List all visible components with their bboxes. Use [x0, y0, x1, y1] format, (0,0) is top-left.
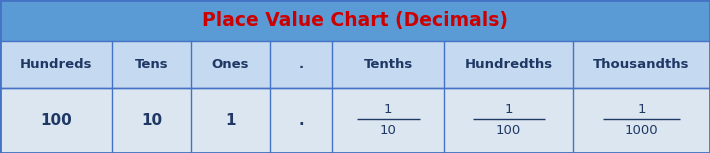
Bar: [444, 41, 573, 88]
Text: .: .: [298, 113, 304, 128]
Text: 100: 100: [40, 113, 72, 128]
Bar: [191, 41, 270, 88]
Text: 1: 1: [225, 113, 236, 128]
Bar: [573, 88, 710, 153]
Bar: [112, 88, 191, 153]
Bar: [0, 41, 112, 88]
Bar: [444, 88, 573, 153]
Text: Hundreds: Hundreds: [20, 58, 92, 71]
Text: 1: 1: [384, 103, 393, 116]
Text: Hundredths: Hundredths: [464, 58, 552, 71]
Text: Place Value Chart (Decimals): Place Value Chart (Decimals): [202, 11, 508, 30]
Bar: [270, 88, 332, 153]
Bar: [332, 88, 444, 153]
Text: Thousandths: Thousandths: [594, 58, 689, 71]
Text: 1: 1: [504, 103, 513, 116]
Text: .: .: [298, 58, 304, 71]
Bar: [191, 88, 270, 153]
Bar: [332, 41, 444, 88]
Text: 100: 100: [496, 124, 521, 137]
Text: Tens: Tens: [135, 58, 168, 71]
Bar: [0, 0, 710, 41]
Bar: [573, 41, 710, 88]
Text: Ones: Ones: [212, 58, 249, 71]
Text: 10: 10: [380, 124, 397, 137]
Text: 1000: 1000: [625, 124, 658, 137]
Text: Tenths: Tenths: [364, 58, 413, 71]
Text: 1: 1: [638, 103, 645, 116]
Bar: [0, 88, 112, 153]
Bar: [270, 41, 332, 88]
Bar: [112, 41, 191, 88]
Text: 10: 10: [141, 113, 162, 128]
